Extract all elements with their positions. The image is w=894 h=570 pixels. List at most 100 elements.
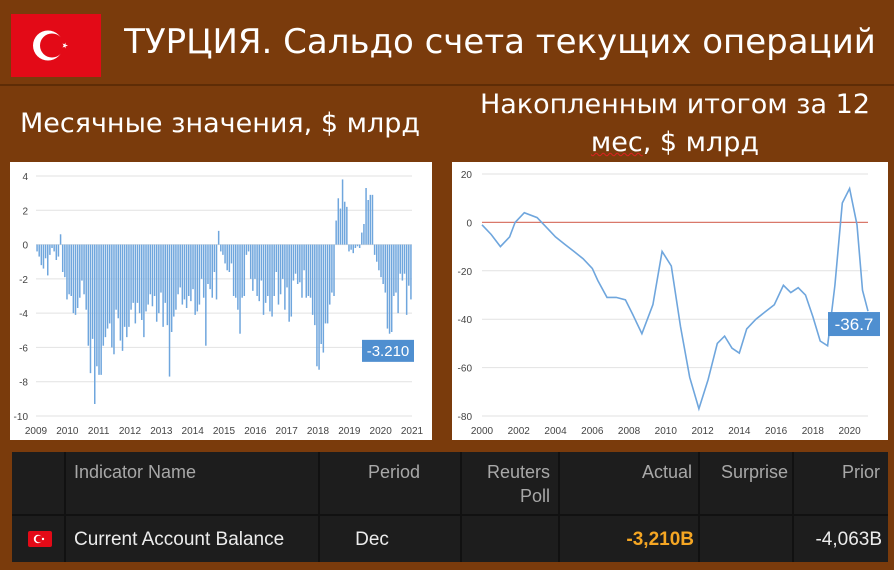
bar	[190, 244, 192, 302]
bar	[311, 244, 314, 315]
bar	[361, 232, 363, 245]
table-divider	[64, 452, 66, 562]
x-tick-label: 2012	[119, 426, 142, 437]
x-tick-label: 2015	[213, 426, 236, 437]
bar	[89, 244, 92, 374]
bar	[230, 244, 233, 264]
bar	[211, 244, 213, 298]
bar	[399, 244, 401, 274]
bar	[121, 244, 124, 351]
y-tick-label: -80	[458, 412, 473, 423]
bar	[405, 244, 408, 315]
bar	[247, 244, 250, 252]
x-tick-label: 2000	[471, 426, 494, 437]
bar	[343, 201, 346, 245]
callout-box	[362, 339, 414, 362]
bar	[215, 244, 218, 300]
bar	[354, 244, 357, 248]
header-actual[interactable]: Actual	[641, 462, 692, 482]
bar	[303, 244, 305, 271]
bar	[198, 244, 201, 305]
bar	[335, 220, 337, 245]
bar	[47, 244, 49, 276]
bar	[305, 244, 307, 298]
bar	[367, 200, 369, 245]
monthly-chart-panel: 4 2 0 -2 -4 -6 -8 -10 2009 2010 2011 2012 2013 2014 20…	[10, 162, 432, 440]
subtitle-cumulative-mes: мес	[590, 127, 643, 158]
bar	[87, 244, 90, 346]
bar	[151, 244, 154, 307]
bar	[145, 244, 147, 312]
bar	[177, 244, 179, 295]
x-tick-label: 2018	[307, 426, 330, 437]
header-reuters-poll[interactable]: Reuters Poll	[468, 460, 550, 508]
bar	[397, 244, 399, 314]
header-surprise[interactable]: Surprise	[720, 462, 788, 482]
bar	[68, 244, 70, 295]
header-reuters-line2: Poll	[519, 486, 550, 506]
bar	[61, 244, 64, 272]
bar	[44, 244, 47, 259]
row-actual: -3,210B	[626, 529, 694, 550]
bar	[200, 244, 203, 279]
bar	[108, 244, 111, 324]
bar	[128, 244, 130, 327]
bar	[339, 208, 342, 245]
bar	[123, 244, 126, 327]
bar	[309, 244, 312, 298]
bar	[337, 198, 340, 245]
bar	[284, 244, 286, 310]
bar	[346, 206, 348, 245]
subtitle-cumulative-unit: , $ млрд	[642, 127, 760, 158]
bar	[232, 244, 235, 296]
bar	[292, 244, 295, 281]
bar	[235, 244, 237, 298]
x-tick-label: 2010	[655, 426, 678, 437]
header-bar: ТУРЦИЯ. Сальдо счета текущих операций	[0, 0, 894, 84]
bar	[168, 244, 171, 377]
bar	[194, 244, 196, 315]
indicator-table: Indicator Name Period Reuters Poll Actua…	[12, 452, 888, 562]
bar	[166, 244, 169, 326]
bar	[378, 244, 380, 271]
bar	[83, 244, 85, 295]
bar	[326, 244, 329, 324]
bar	[382, 244, 384, 284]
bar	[115, 244, 117, 310]
bar	[320, 244, 322, 344]
x-tick-label: 2016	[765, 426, 788, 437]
bar	[264, 244, 267, 303]
bar	[352, 244, 354, 254]
bar	[141, 244, 143, 320]
turkey-flag-icon	[11, 14, 101, 77]
subtitle-cumulative: Накопленным итогом за 12 мес, $ млрд	[470, 86, 880, 162]
header-indicator-name[interactable]: Indicator Name	[74, 462, 197, 482]
bar	[286, 244, 288, 288]
x-tick-label: 2014	[182, 426, 205, 437]
bar	[365, 188, 367, 245]
bar	[173, 244, 175, 317]
x-tick-label: 2019	[338, 426, 361, 437]
y-tick-label: 4	[22, 172, 28, 183]
header-period[interactable]: Period	[367, 462, 420, 482]
row-prior: -4,063B	[815, 529, 882, 550]
y-tick-label: -4	[19, 309, 28, 320]
bar	[296, 244, 299, 284]
bar	[373, 244, 376, 255]
bar	[341, 179, 344, 245]
bar	[57, 244, 60, 257]
bar	[279, 244, 282, 295]
header-prior[interactable]: Prior	[841, 462, 880, 482]
y-tick-label: -6	[19, 343, 28, 354]
turkey-flag-icon	[28, 531, 52, 547]
bar	[288, 244, 290, 322]
callout-label: -3.210	[367, 343, 410, 360]
bar	[102, 244, 105, 346]
bar	[299, 244, 301, 283]
bar	[185, 244, 188, 308]
row-period: Dec	[355, 529, 389, 550]
bar	[271, 244, 273, 317]
x-tick-label: 2004	[544, 426, 567, 437]
x-tick-label: 2011	[88, 426, 110, 437]
table-divider	[558, 452, 560, 562]
